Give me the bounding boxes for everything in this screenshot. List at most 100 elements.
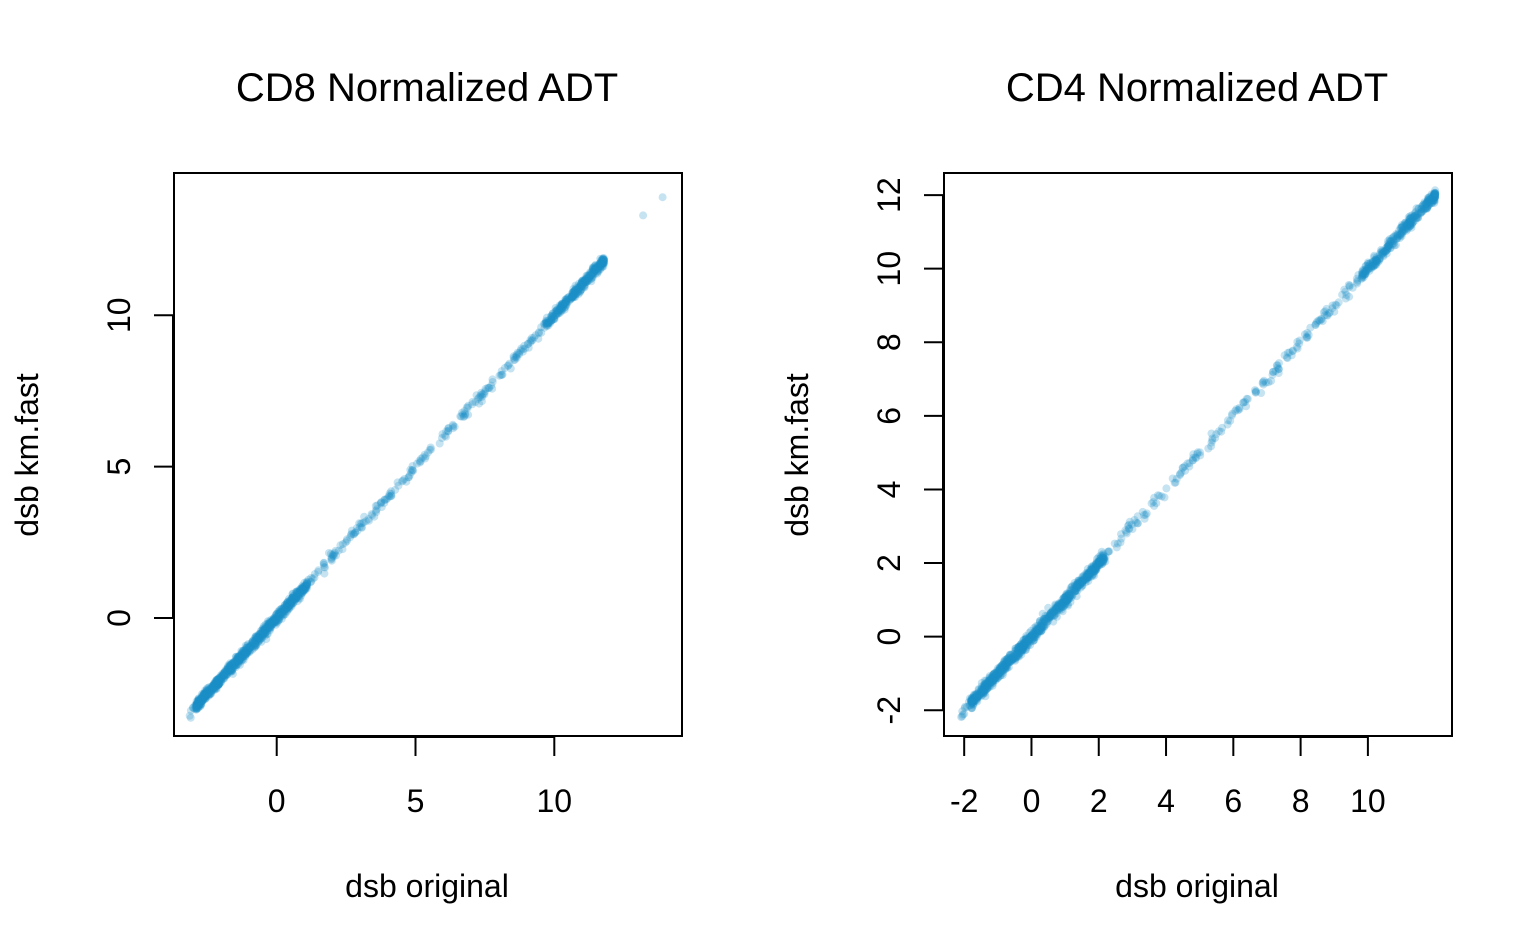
data-point bbox=[235, 654, 244, 663]
data-point bbox=[1372, 253, 1381, 262]
data-point bbox=[192, 702, 201, 711]
data-point bbox=[1393, 234, 1402, 242]
data-point bbox=[1192, 454, 1201, 463]
data-point bbox=[1398, 229, 1406, 238]
data-point bbox=[968, 694, 977, 703]
data-point bbox=[978, 691, 987, 700]
data-point bbox=[248, 636, 257, 645]
data-point bbox=[967, 696, 976, 705]
data-point bbox=[1091, 565, 1099, 574]
data-point bbox=[266, 619, 274, 628]
data-point bbox=[1026, 637, 1035, 646]
data-point bbox=[1095, 560, 1104, 569]
data-point bbox=[223, 667, 231, 676]
data-point bbox=[1094, 560, 1103, 569]
data-point bbox=[231, 658, 240, 666]
data-point bbox=[302, 579, 311, 588]
data-point bbox=[996, 671, 1005, 680]
data-point bbox=[555, 306, 564, 315]
data-point bbox=[571, 285, 579, 294]
data-point bbox=[1032, 632, 1041, 641]
data-point bbox=[480, 390, 489, 399]
data-point bbox=[234, 657, 243, 666]
data-point bbox=[1365, 266, 1374, 275]
data-point bbox=[201, 687, 210, 696]
data-point bbox=[968, 698, 977, 707]
data-point bbox=[1003, 658, 1012, 667]
data-point bbox=[1018, 645, 1027, 654]
data-point bbox=[1023, 636, 1032, 645]
data-point bbox=[1010, 649, 1019, 658]
data-point bbox=[278, 608, 286, 616]
data-point bbox=[1069, 584, 1078, 593]
data-point bbox=[194, 703, 203, 712]
data-point bbox=[1088, 567, 1096, 575]
data-point bbox=[408, 466, 417, 474]
data-point bbox=[214, 675, 223, 684]
data-point bbox=[1088, 564, 1097, 573]
data-point bbox=[1378, 248, 1387, 257]
data-point bbox=[1133, 512, 1142, 521]
data-point bbox=[1004, 658, 1013, 667]
data-point bbox=[1274, 369, 1283, 377]
data-point bbox=[261, 625, 270, 634]
data-point bbox=[276, 612, 285, 621]
data-point bbox=[977, 682, 986, 691]
data-point bbox=[1357, 274, 1366, 283]
data-point bbox=[1017, 648, 1026, 656]
data-point bbox=[1368, 258, 1377, 267]
data-point bbox=[1074, 576, 1083, 585]
data-point bbox=[1399, 225, 1408, 234]
data-point bbox=[1405, 215, 1414, 224]
data-point bbox=[227, 660, 236, 668]
data-point bbox=[300, 583, 309, 592]
data-point bbox=[596, 265, 605, 274]
data-point bbox=[989, 670, 998, 678]
data-point bbox=[297, 589, 306, 598]
data-point bbox=[223, 664, 232, 673]
data-point bbox=[299, 582, 308, 591]
data-point bbox=[456, 412, 465, 421]
data-point bbox=[268, 617, 276, 626]
data-point bbox=[597, 258, 606, 267]
data-point bbox=[275, 609, 284, 618]
data-point bbox=[1104, 547, 1113, 556]
data-point bbox=[303, 580, 312, 588]
data-point bbox=[1098, 553, 1107, 562]
data-point bbox=[578, 282, 587, 291]
data-point bbox=[288, 596, 297, 604]
data-point bbox=[1008, 654, 1017, 663]
data-point bbox=[987, 678, 996, 686]
data-point bbox=[1060, 596, 1069, 604]
data-point bbox=[1375, 250, 1384, 259]
data-point bbox=[286, 599, 295, 608]
data-point bbox=[1424, 198, 1433, 207]
data-point bbox=[1177, 468, 1186, 477]
data-point bbox=[1049, 607, 1058, 616]
data-point bbox=[594, 266, 603, 275]
data-point bbox=[1176, 469, 1184, 478]
chart-title: CD4 Normalized ADT bbox=[1006, 66, 1388, 110]
data-point bbox=[203, 689, 212, 698]
data-point bbox=[193, 697, 202, 706]
data-point bbox=[983, 678, 992, 687]
data-point bbox=[1069, 585, 1078, 594]
data-point bbox=[1033, 626, 1042, 635]
data-point bbox=[234, 656, 242, 665]
data-point bbox=[1017, 639, 1026, 648]
data-point bbox=[281, 601, 290, 609]
data-point bbox=[219, 671, 228, 680]
data-point bbox=[1196, 451, 1205, 460]
data-point bbox=[228, 663, 237, 672]
data-point bbox=[552, 307, 561, 316]
data-point bbox=[1014, 643, 1023, 651]
data-point bbox=[1052, 605, 1061, 614]
data-point bbox=[235, 660, 244, 669]
data-point bbox=[559, 303, 567, 311]
data-point bbox=[234, 652, 243, 661]
data-point bbox=[408, 462, 417, 470]
data-point bbox=[986, 674, 994, 683]
data-point bbox=[1430, 191, 1439, 199]
data-point bbox=[1071, 586, 1080, 595]
data-point bbox=[283, 603, 292, 612]
